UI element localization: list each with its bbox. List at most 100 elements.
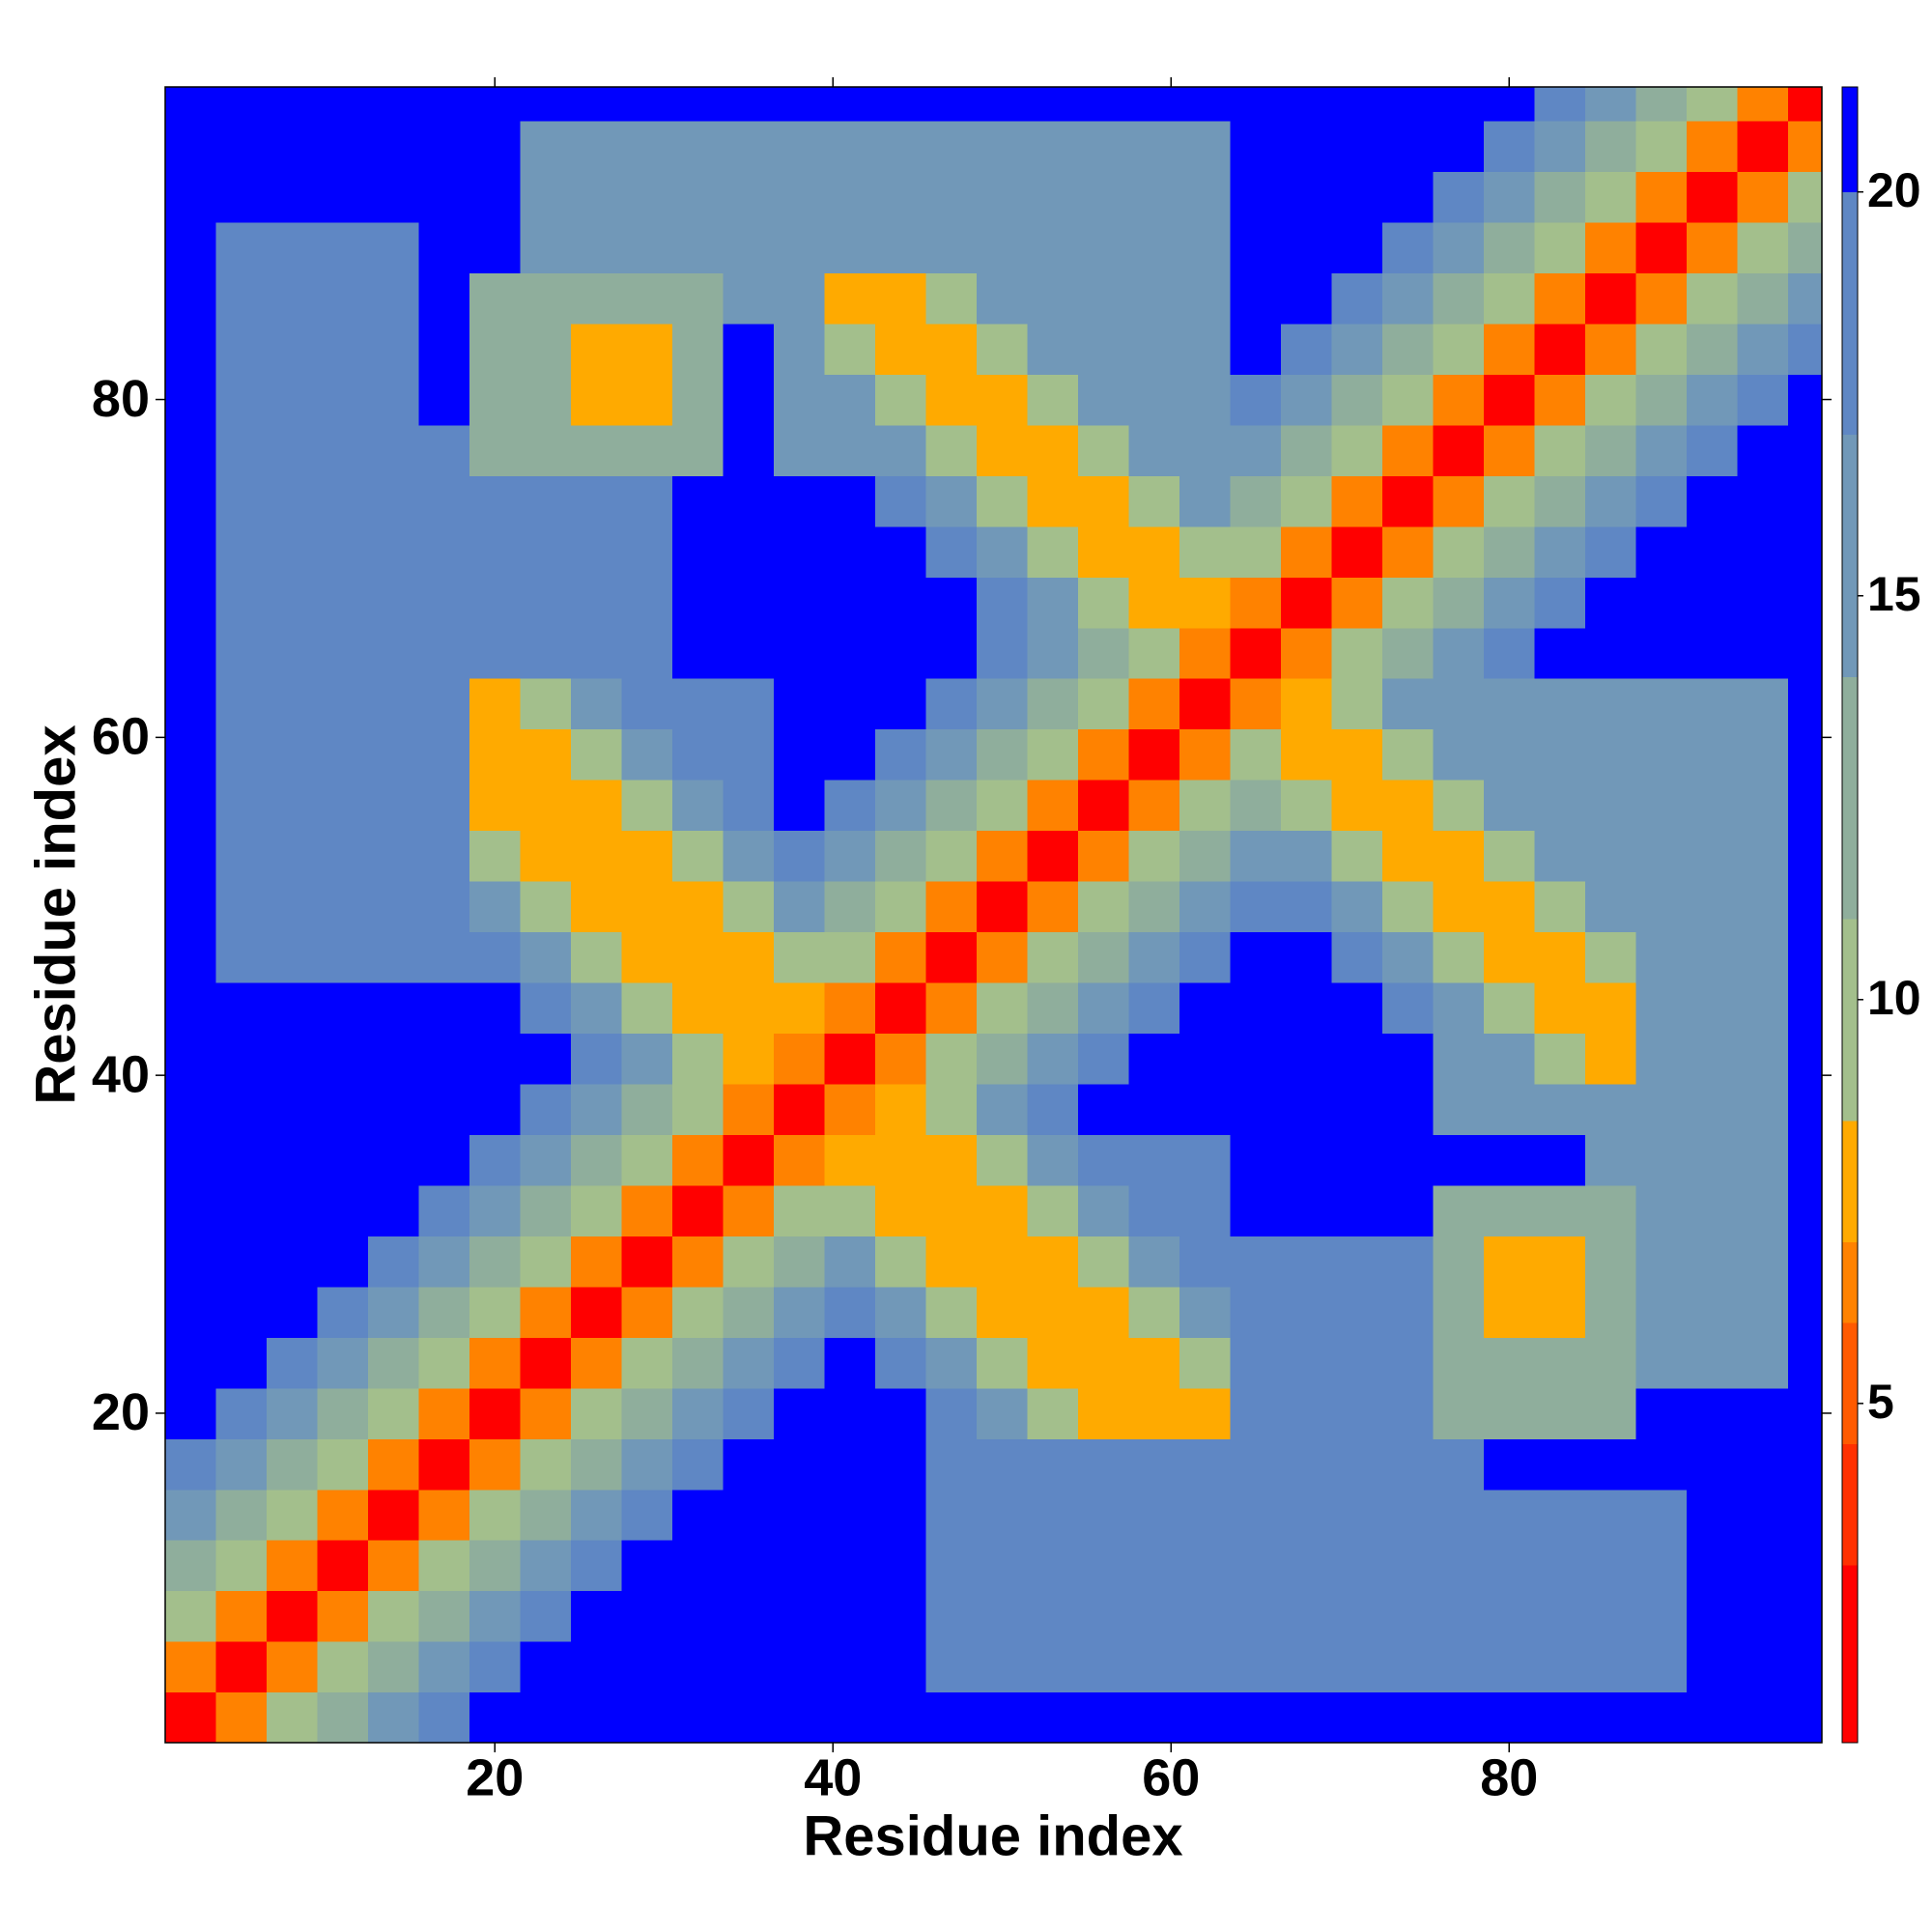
heatmap-cell [672, 171, 724, 223]
heatmap-cell [1078, 1641, 1130, 1693]
heatmap-cell [1331, 475, 1383, 527]
heatmap-cell [1179, 526, 1232, 578]
heatmap-cell [723, 1691, 775, 1743]
heatmap-cell [215, 120, 268, 173]
heatmap-cell [1230, 87, 1282, 122]
heatmap-cell [418, 1236, 470, 1288]
heatmap-cell [267, 526, 319, 578]
heatmap-cell [165, 1438, 217, 1491]
heatmap-cell [1281, 931, 1333, 983]
heatmap-cell [1737, 87, 1789, 122]
heatmap-cell [1534, 780, 1586, 832]
heatmap-cell [1331, 1134, 1383, 1186]
heatmap-cell [977, 830, 1029, 882]
heatmap-cell [621, 881, 673, 933]
heatmap-cell [1635, 1641, 1688, 1693]
heatmap-cell [317, 981, 369, 1035]
heatmap-cell [1027, 171, 1079, 223]
heatmap-cell [1331, 87, 1383, 122]
heatmap-cell [1433, 780, 1485, 832]
heatmap-cell [1179, 1236, 1232, 1288]
heatmap-cell [672, 374, 724, 426]
heatmap-cell [1737, 830, 1789, 882]
heatmap-cell [1281, 374, 1333, 426]
heatmap-cell [723, 1337, 775, 1389]
heatmap-cell [165, 323, 217, 375]
heatmap-cell [1788, 323, 1822, 375]
heatmap-cell [1382, 1489, 1435, 1541]
heatmap-cell [1788, 87, 1822, 122]
heatmap-cell [1382, 678, 1435, 730]
heatmap-cell [165, 1184, 217, 1236]
heatmap-cell [1128, 526, 1180, 578]
heatmap-cell [774, 981, 826, 1035]
heatmap-cell [1484, 1236, 1536, 1288]
heatmap-cell [1737, 1387, 1789, 1439]
heatmap-cell [1027, 1691, 1079, 1743]
colorbar-tick-label: 15 [1867, 567, 1921, 621]
heatmap-cell [267, 678, 319, 730]
heatmap-cell [1128, 1387, 1180, 1439]
heatmap-cell [621, 728, 673, 781]
heatmap-cell [672, 1438, 724, 1491]
heatmap-cell [723, 1033, 775, 1085]
heatmap-cell [875, 272, 927, 325]
heatmap-cell [1281, 120, 1333, 173]
heatmap-cell [1382, 221, 1435, 273]
heatmap-cell [875, 221, 927, 273]
heatmap-cell [925, 1590, 978, 1642]
heatmap-cell [1281, 1337, 1333, 1389]
heatmap-cell [1635, 1337, 1688, 1389]
heatmap-cell [1078, 1286, 1130, 1338]
heatmap-cell [418, 931, 470, 983]
heatmap-cell [1534, 424, 1586, 476]
heatmap-cell [1585, 1641, 1637, 1693]
heatmap-cell [621, 780, 673, 832]
heatmap-cell [875, 1184, 927, 1236]
heatmap-cell [672, 1387, 724, 1439]
heatmap-cell [165, 171, 217, 223]
heatmap-cell [520, 1590, 572, 1642]
heatmap-cell [317, 1184, 369, 1236]
heatmap-cell [1331, 1438, 1383, 1491]
heatmap-cell [571, 1286, 623, 1338]
heatmap-cell [1179, 1033, 1232, 1085]
heatmap-cell [1281, 1590, 1333, 1642]
heatmap-cell [1788, 475, 1822, 527]
heatmap-cell [317, 272, 369, 325]
heatmap-cell [1433, 1236, 1485, 1288]
heatmap-cell [875, 881, 927, 933]
heatmap-cell [571, 1236, 623, 1288]
heatmap-cell [1534, 728, 1586, 781]
heatmap-cell [723, 475, 775, 527]
heatmap-cell [1585, 272, 1637, 325]
heatmap-cell [1433, 221, 1485, 273]
heatmap-cell [1179, 272, 1232, 325]
heatmap-cell [1078, 1438, 1130, 1491]
heatmap-cell [774, 1286, 826, 1338]
heatmap-cell [1534, 1184, 1586, 1236]
heatmap-cell [1078, 830, 1130, 882]
heatmap-cell [925, 374, 978, 426]
heatmap-cell [875, 323, 927, 375]
heatmap-cell [317, 1489, 369, 1541]
heatmap-cell [1737, 1641, 1789, 1693]
heatmap-cell [317, 424, 369, 476]
heatmap-cell [774, 272, 826, 325]
heatmap-cell [1585, 526, 1637, 578]
heatmap-cell [165, 1540, 217, 1592]
heatmap-cell [621, 526, 673, 578]
heatmap-cell [621, 221, 673, 273]
heatmap-cell [317, 1691, 369, 1743]
heatmap-cell [1230, 1540, 1282, 1592]
heatmap-cell [1128, 424, 1180, 476]
heatmap-cell [571, 171, 623, 223]
heatmap-cell [1737, 728, 1789, 781]
heatmap-cell [165, 1387, 217, 1439]
heatmap-cell [1027, 780, 1079, 832]
heatmap-cell [925, 526, 978, 578]
heatmap-cell [1737, 1691, 1789, 1743]
heatmap-cell [469, 577, 522, 629]
heatmap-cell [1027, 1590, 1079, 1642]
heatmap-cell [1433, 830, 1485, 882]
